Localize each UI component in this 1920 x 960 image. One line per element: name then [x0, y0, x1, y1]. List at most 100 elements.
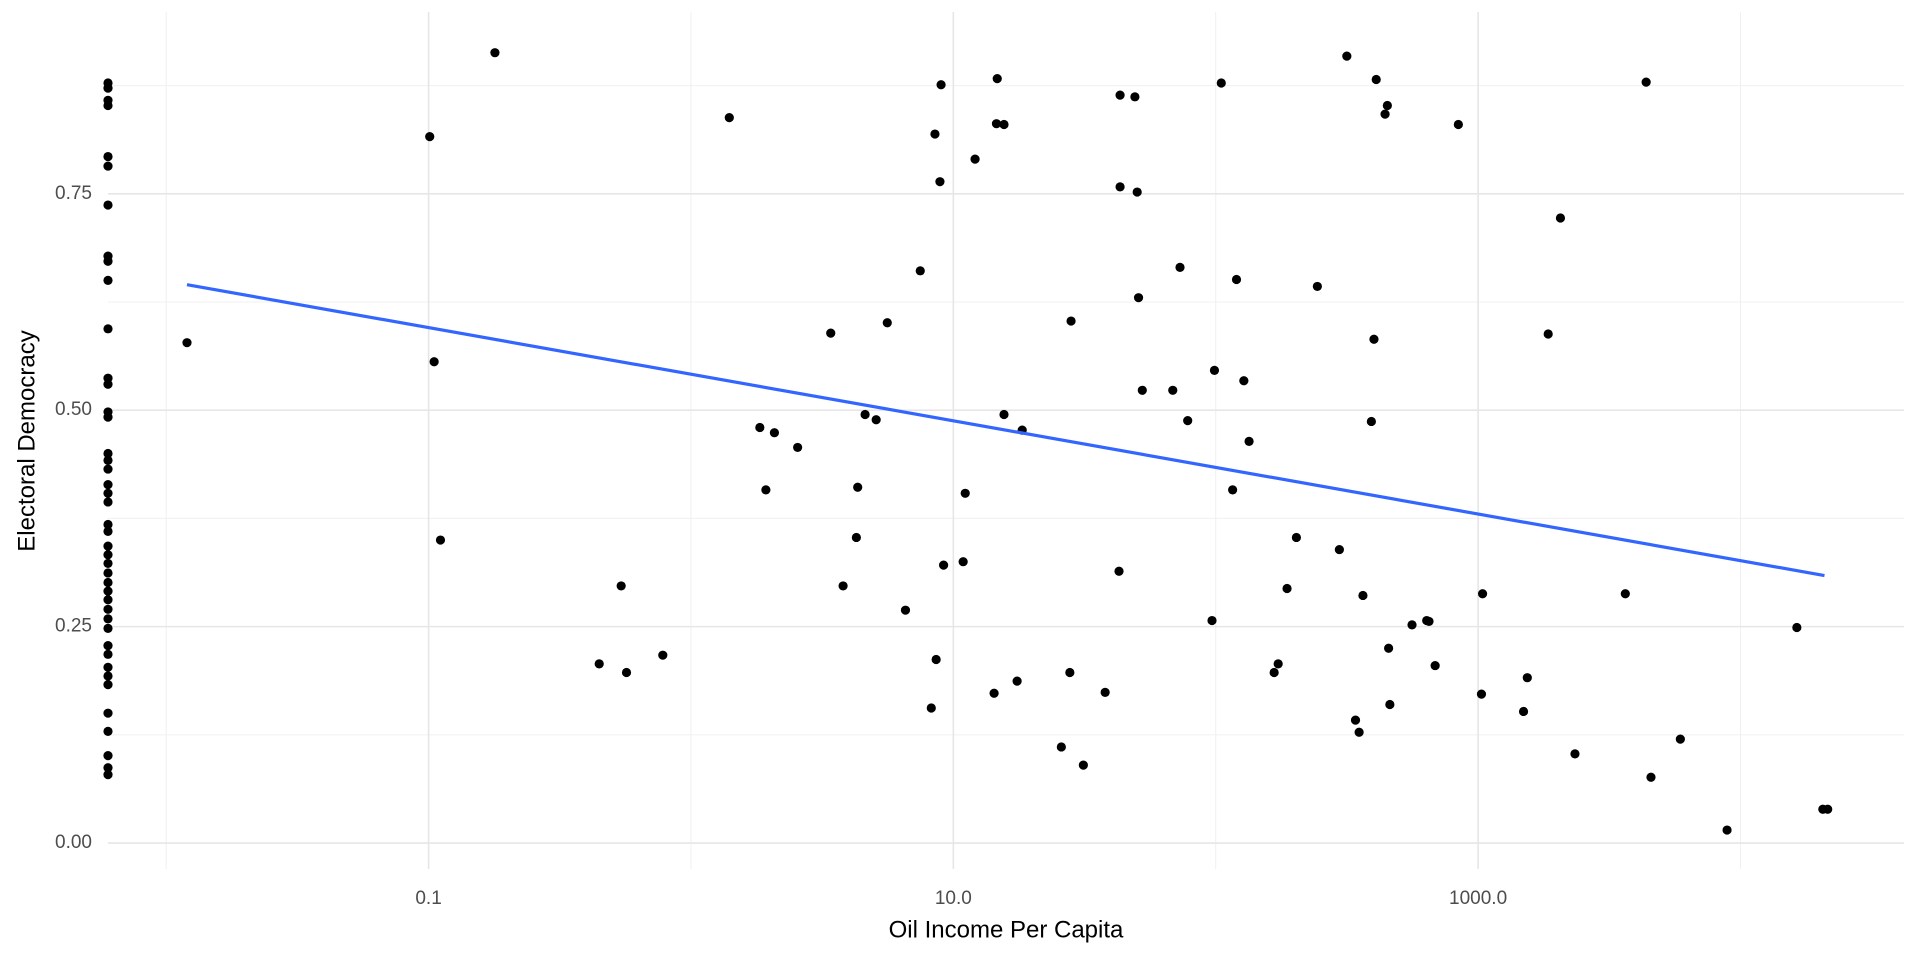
point: [1407, 620, 1417, 630]
point: [103, 586, 113, 596]
point: [103, 275, 113, 285]
point: [103, 770, 113, 780]
point: [103, 161, 113, 171]
point: [1175, 262, 1185, 272]
point: [1012, 676, 1022, 686]
point: [761, 485, 771, 495]
point: [103, 550, 113, 560]
point: [103, 488, 113, 498]
point: [103, 519, 113, 530]
point: [991, 119, 1002, 129]
point: [1273, 659, 1283, 669]
point: [1207, 615, 1217, 626]
point: [1056, 742, 1066, 752]
point: [103, 100, 113, 111]
point: [490, 48, 500, 58]
point: [1312, 281, 1322, 292]
point: [926, 703, 936, 713]
point: [1518, 706, 1529, 717]
x-tick-label: 0.1: [415, 888, 441, 909]
point: [1722, 825, 1732, 835]
point: [1209, 365, 1220, 375]
point: [1168, 385, 1178, 395]
point: [103, 480, 113, 490]
point: [999, 119, 1009, 130]
point: [1137, 385, 1147, 395]
point: [1132, 187, 1142, 197]
point: [103, 541, 113, 551]
point: [1430, 660, 1440, 671]
point: [1380, 109, 1390, 119]
y-tick-label: 0.50: [55, 399, 92, 420]
point: [999, 409, 1009, 420]
point: [103, 568, 113, 578]
point: [103, 680, 113, 690]
point: [1066, 316, 1076, 326]
y-tick-label: 0.25: [55, 616, 92, 637]
point: [1424, 616, 1434, 627]
point: [1358, 590, 1368, 601]
point: [1133, 293, 1144, 303]
point: [103, 595, 113, 605]
point: [826, 328, 836, 338]
point: [1291, 532, 1301, 543]
point: [851, 532, 861, 543]
point: [425, 132, 435, 142]
point: [103, 448, 113, 459]
point: [103, 200, 113, 210]
point: [970, 154, 980, 164]
point: [1477, 589, 1488, 599]
point: [103, 649, 113, 659]
point: [103, 662, 113, 672]
point: [755, 422, 765, 433]
point: [1354, 727, 1364, 737]
point: [1620, 589, 1630, 599]
point: [724, 113, 734, 123]
point: [103, 763, 113, 773]
point: [960, 488, 970, 498]
point: [1269, 667, 1279, 678]
point: [103, 497, 113, 507]
point: [1282, 583, 1292, 594]
point: [1115, 182, 1125, 192]
point: [936, 80, 946, 90]
point: [103, 671, 113, 681]
grid: [108, 12, 1904, 869]
point: [1543, 329, 1553, 339]
point: [103, 412, 113, 422]
point: [1350, 715, 1361, 725]
point: [103, 604, 113, 614]
point: [103, 151, 113, 162]
point: [1065, 667, 1075, 678]
point: [103, 83, 113, 93]
point: [900, 605, 911, 615]
x-axis-title: Oil Income Per Capita: [889, 916, 1124, 943]
point: [769, 428, 780, 438]
point: [1641, 77, 1651, 87]
point: [1646, 772, 1656, 782]
point: [1231, 274, 1242, 285]
y-axis-title: Electoral Democracy: [13, 330, 40, 551]
point: [1382, 100, 1392, 111]
point: [594, 659, 604, 669]
point: [838, 581, 848, 591]
point: [616, 581, 626, 591]
point: [882, 318, 892, 328]
point: [853, 482, 863, 492]
point: [1130, 92, 1140, 102]
point: [103, 464, 113, 474]
y-tick-label: 0.00: [55, 832, 92, 853]
point: [103, 750, 113, 761]
point: [103, 455, 113, 466]
point: [103, 558, 113, 569]
point: [103, 256, 113, 266]
point: [931, 654, 941, 665]
point: [930, 129, 940, 139]
point: [1183, 415, 1193, 426]
point: [989, 688, 999, 698]
point: [103, 726, 113, 736]
point: [1115, 90, 1125, 100]
point: [958, 557, 968, 567]
point: [435, 535, 446, 545]
point: [1453, 119, 1463, 130]
